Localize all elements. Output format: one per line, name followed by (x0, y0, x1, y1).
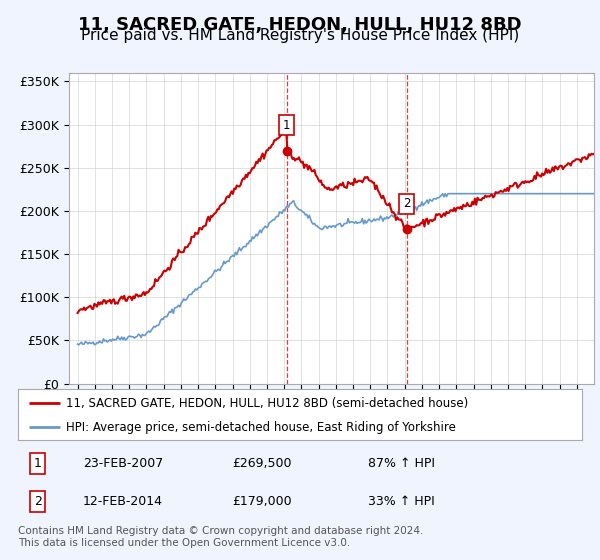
Text: 23-FEB-2007: 23-FEB-2007 (83, 457, 163, 470)
Text: £179,000: £179,000 (232, 495, 292, 508)
Text: Contains HM Land Registry data © Crown copyright and database right 2024.
This d: Contains HM Land Registry data © Crown c… (18, 526, 424, 548)
Text: 2: 2 (403, 197, 410, 210)
Text: £269,500: £269,500 (232, 457, 292, 470)
Text: 33% ↑ HPI: 33% ↑ HPI (368, 495, 434, 508)
Text: 12-FEB-2014: 12-FEB-2014 (83, 495, 163, 508)
Text: 2: 2 (34, 495, 41, 508)
Text: 11, SACRED GATE, HEDON, HULL, HU12 8BD (semi-detached house): 11, SACRED GATE, HEDON, HULL, HU12 8BD (… (66, 397, 468, 410)
Text: 87% ↑ HPI: 87% ↑ HPI (368, 457, 434, 470)
Text: HPI: Average price, semi-detached house, East Riding of Yorkshire: HPI: Average price, semi-detached house,… (66, 421, 456, 433)
Text: 11, SACRED GATE, HEDON, HULL, HU12 8BD: 11, SACRED GATE, HEDON, HULL, HU12 8BD (78, 16, 522, 34)
Text: Price paid vs. HM Land Registry's House Price Index (HPI): Price paid vs. HM Land Registry's House … (81, 28, 519, 43)
Text: 1: 1 (283, 119, 290, 132)
Text: 1: 1 (34, 457, 41, 470)
